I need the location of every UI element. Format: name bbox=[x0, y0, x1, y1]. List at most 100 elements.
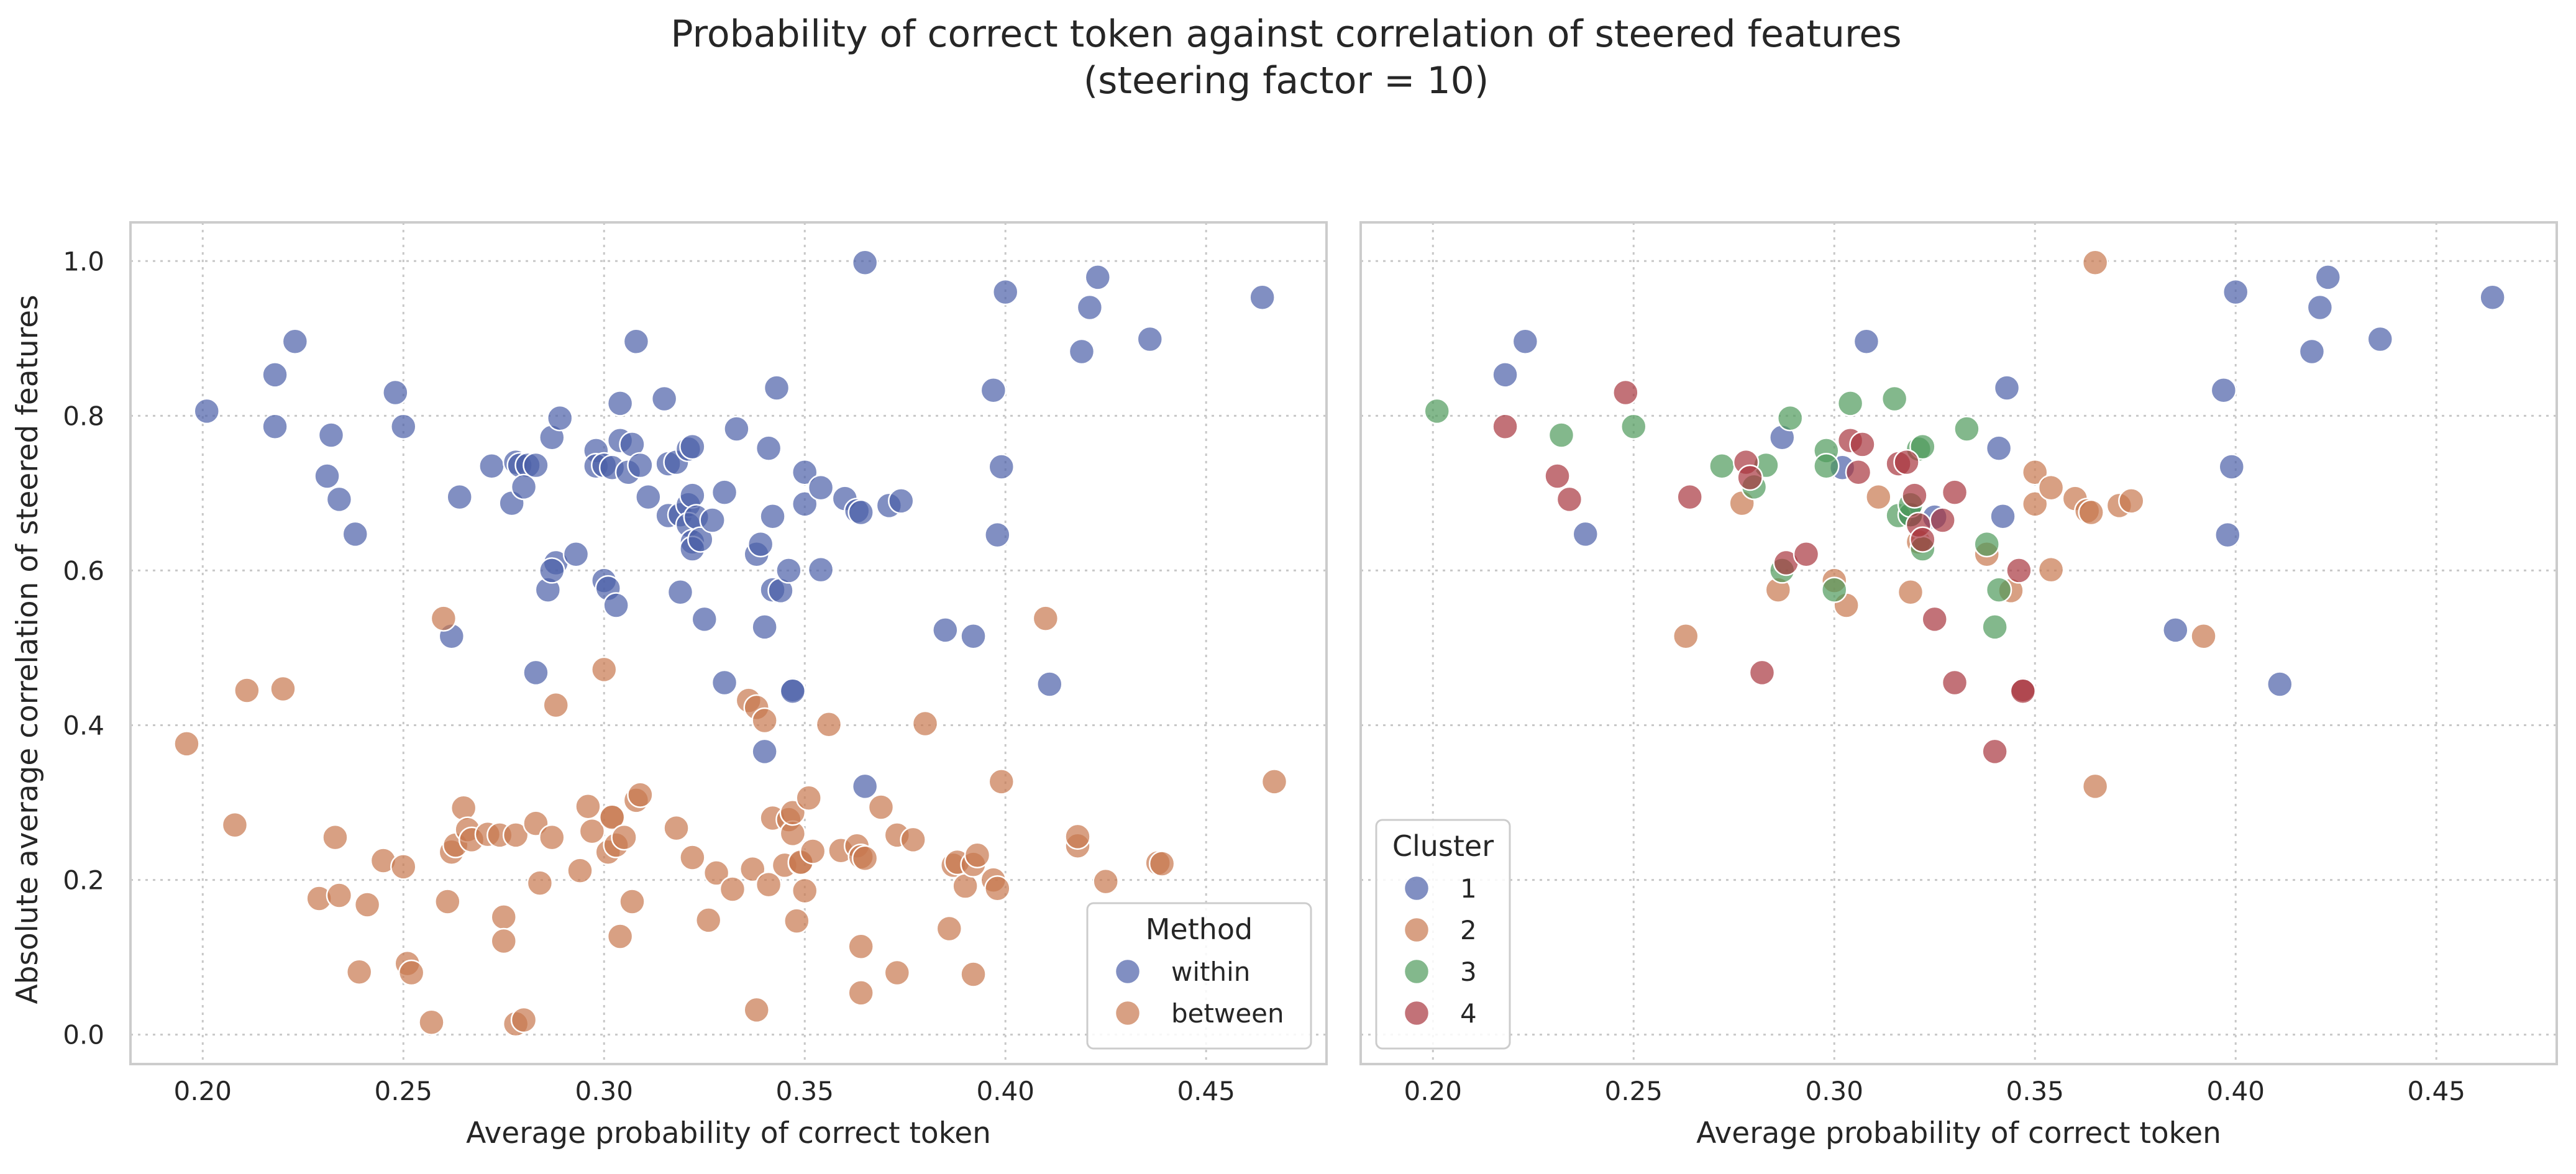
data-point bbox=[567, 857, 593, 884]
x-tick-label: 0.30 bbox=[1805, 1076, 1863, 1106]
data-point bbox=[1709, 453, 1735, 480]
data-point bbox=[695, 907, 722, 934]
data-point bbox=[1993, 375, 2021, 401]
data-point bbox=[851, 773, 879, 800]
data-point bbox=[1136, 325, 1164, 353]
data-point bbox=[851, 249, 879, 276]
data-point bbox=[1548, 422, 1575, 448]
data-point bbox=[590, 656, 618, 683]
data-point bbox=[1620, 413, 1647, 440]
data-point bbox=[743, 996, 770, 1024]
data-point bbox=[398, 959, 425, 986]
data-point bbox=[783, 908, 810, 934]
data-point bbox=[434, 888, 461, 915]
data-point bbox=[526, 870, 554, 896]
data-point bbox=[679, 482, 706, 509]
data-point bbox=[606, 390, 634, 417]
data-point bbox=[2009, 678, 2037, 704]
y-tick-label: 0.0 bbox=[63, 1020, 104, 1050]
data-point bbox=[1032, 605, 1059, 632]
data-point bbox=[763, 375, 790, 401]
data-point bbox=[1813, 453, 1840, 480]
data-point bbox=[1901, 482, 1928, 509]
data-point bbox=[1249, 284, 1276, 311]
data-point bbox=[390, 413, 417, 440]
data-point bbox=[562, 541, 590, 568]
data-point bbox=[815, 711, 843, 738]
x-axis-label: Average probability of correct token bbox=[466, 1116, 991, 1150]
data-point bbox=[193, 398, 220, 425]
data-point bbox=[679, 433, 706, 460]
data-point bbox=[221, 811, 249, 839]
data-point bbox=[575, 793, 601, 820]
data-point bbox=[627, 452, 654, 479]
data-point bbox=[1853, 328, 1880, 355]
data-point bbox=[2162, 617, 2189, 644]
x-tick-label: 0.35 bbox=[775, 1076, 834, 1106]
data-point bbox=[755, 871, 782, 898]
y-axis-label: Absolute average correlation of steered … bbox=[11, 295, 45, 1004]
data-point bbox=[2222, 278, 2249, 306]
data-point bbox=[663, 814, 690, 842]
data-point bbox=[635, 483, 662, 511]
chart-panel-2: 0.20 0.25 0.30 0.35 0.40 0.45 Average probabil… bbox=[1359, 221, 2558, 1150]
data-point bbox=[173, 730, 200, 757]
data-point bbox=[1941, 479, 1968, 506]
data-point bbox=[2118, 488, 2145, 514]
chart-panel-1: 0.20 0.25 0.30 0.35 0.40 0.45 0.0 0.2 0.4 0.6 0.8 1… bbox=[11, 221, 1328, 1150]
data-point bbox=[851, 845, 879, 871]
legend-marker bbox=[1403, 916, 1430, 944]
data-point bbox=[2081, 773, 2109, 800]
figure-title-line2: (steering factor = 10) bbox=[1084, 59, 1489, 102]
data-point bbox=[2021, 491, 2048, 517]
data-point bbox=[1793, 541, 1820, 568]
data-point bbox=[2210, 377, 2237, 404]
data-point bbox=[1953, 416, 1980, 442]
data-point bbox=[911, 710, 939, 737]
data-point bbox=[2214, 521, 2241, 548]
data-point bbox=[2081, 249, 2109, 276]
data-point bbox=[751, 738, 778, 765]
data-point bbox=[751, 707, 778, 734]
data-point bbox=[627, 781, 654, 808]
x-tick-label: 0.25 bbox=[1605, 1076, 1663, 1106]
data-point bbox=[795, 785, 822, 811]
legend: Cluster 1 2 3 4 bbox=[1375, 819, 1511, 1050]
data-point bbox=[847, 933, 874, 960]
data-point bbox=[523, 452, 549, 479]
data-point bbox=[747, 530, 774, 558]
data-point bbox=[322, 824, 349, 851]
data-point bbox=[510, 473, 537, 501]
data-point bbox=[262, 362, 288, 388]
data-point bbox=[606, 923, 634, 950]
data-point bbox=[1423, 398, 1450, 425]
series-within bbox=[193, 249, 1276, 800]
data-point bbox=[884, 959, 911, 986]
x-axis-label: Average probability of correct token bbox=[1696, 1116, 2221, 1150]
data-point bbox=[936, 915, 963, 942]
x-tick-label: 0.25 bbox=[375, 1076, 433, 1106]
data-point bbox=[578, 817, 606, 845]
series-between bbox=[173, 605, 1288, 1037]
data-point bbox=[755, 435, 782, 462]
data-point bbox=[611, 824, 637, 851]
data-point bbox=[992, 278, 1019, 306]
legend-entry-4: 4 bbox=[1460, 998, 1477, 1029]
data-point bbox=[490, 904, 518, 931]
x-tick-label: 0.45 bbox=[1177, 1076, 1235, 1106]
data-point bbox=[1921, 606, 1948, 633]
data-point bbox=[699, 507, 726, 534]
data-point bbox=[603, 592, 629, 619]
data-point bbox=[1492, 362, 1519, 388]
legend-marker bbox=[1403, 958, 1430, 985]
data-point bbox=[964, 842, 991, 868]
legend-entry-3: 3 bbox=[1460, 957, 1477, 987]
data-point bbox=[1865, 483, 1892, 511]
data-point bbox=[1941, 669, 1968, 696]
data-point bbox=[888, 488, 915, 514]
data-point bbox=[1909, 526, 1936, 553]
data-point bbox=[1068, 338, 1095, 365]
data-point bbox=[847, 980, 874, 1006]
data-point bbox=[2006, 557, 2032, 584]
